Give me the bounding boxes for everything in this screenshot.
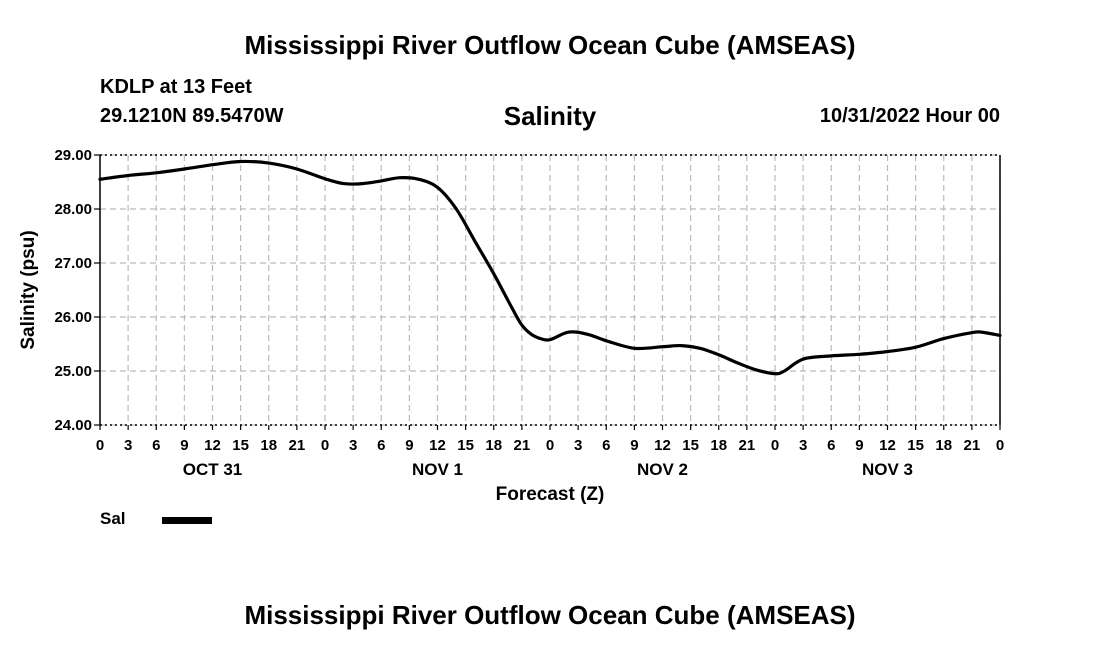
y-axis-label: Salinity (psu) [18, 230, 39, 349]
footer-title: Mississippi River Outflow Ocean Cube (AM… [244, 600, 856, 630]
legend-swatch [162, 517, 212, 524]
x-tick-label: 6 [152, 437, 160, 454]
y-tick-label: 25.00 [54, 363, 92, 380]
x-tick-label: 9 [855, 437, 863, 454]
x-axis-label: Forecast (Z) [496, 484, 605, 505]
x-date-label: NOV 3 [862, 460, 913, 479]
y-tick-label: 28.00 [54, 201, 92, 218]
x-tick-label: 21 [739, 437, 756, 454]
forecast-datetime: 10/31/2022 Hour 00 [819, 105, 1000, 127]
x-tick-label: 12 [204, 437, 221, 454]
chart-title: Salinity [503, 101, 597, 131]
x-tick-label: 9 [405, 437, 413, 454]
y-tick-label: 27.00 [54, 255, 92, 272]
x-tick-label: 12 [879, 437, 896, 454]
x-tick-label: 18 [710, 437, 727, 454]
x-tick-label: 12 [654, 437, 671, 454]
page-title: Mississippi River Outflow Ocean Cube (AM… [244, 30, 856, 60]
x-tick-label: 0 [96, 437, 104, 454]
x-tick-label: 9 [630, 437, 638, 454]
x-tick-label: 15 [232, 437, 249, 454]
x-tick-label: 0 [321, 437, 329, 454]
legend-label: Sal [100, 509, 126, 528]
x-tick-label: 6 [602, 437, 610, 454]
y-tick-label: 29.00 [54, 147, 92, 164]
x-tick-label: 9 [180, 437, 188, 454]
x-tick-label: 3 [574, 437, 582, 454]
x-tick-label: 0 [996, 437, 1004, 454]
x-tick-label: 21 [514, 437, 531, 454]
y-tick-label: 24.00 [54, 417, 92, 434]
x-tick-label: 6 [827, 437, 835, 454]
x-date-label: NOV 1 [412, 460, 463, 479]
x-tick-label: 15 [682, 437, 699, 454]
station-coordinates: 29.1210N 89.5470W [100, 105, 284, 127]
x-tick-label: 15 [907, 437, 924, 454]
y-tick-label: 26.00 [54, 309, 92, 326]
x-tick-label: 6 [377, 437, 385, 454]
x-tick-label: 18 [260, 437, 277, 454]
x-tick-label: 21 [289, 437, 306, 454]
x-tick-label: 3 [124, 437, 132, 454]
x-tick-label: 0 [546, 437, 554, 454]
x-tick-label: 18 [935, 437, 952, 454]
x-tick-label: 18 [485, 437, 502, 454]
x-tick-label: 21 [964, 437, 981, 454]
x-tick-label: 3 [799, 437, 807, 454]
station-label: KDLP at 13 Feet [100, 76, 252, 98]
x-tick-label: 15 [457, 437, 474, 454]
x-tick-label: 0 [771, 437, 779, 454]
x-tick-label: 3 [349, 437, 357, 454]
x-tick-label: 12 [429, 437, 446, 454]
x-date-label: NOV 2 [637, 460, 688, 479]
x-date-label: OCT 31 [183, 460, 243, 479]
series-line-sal [98, 159, 1002, 376]
